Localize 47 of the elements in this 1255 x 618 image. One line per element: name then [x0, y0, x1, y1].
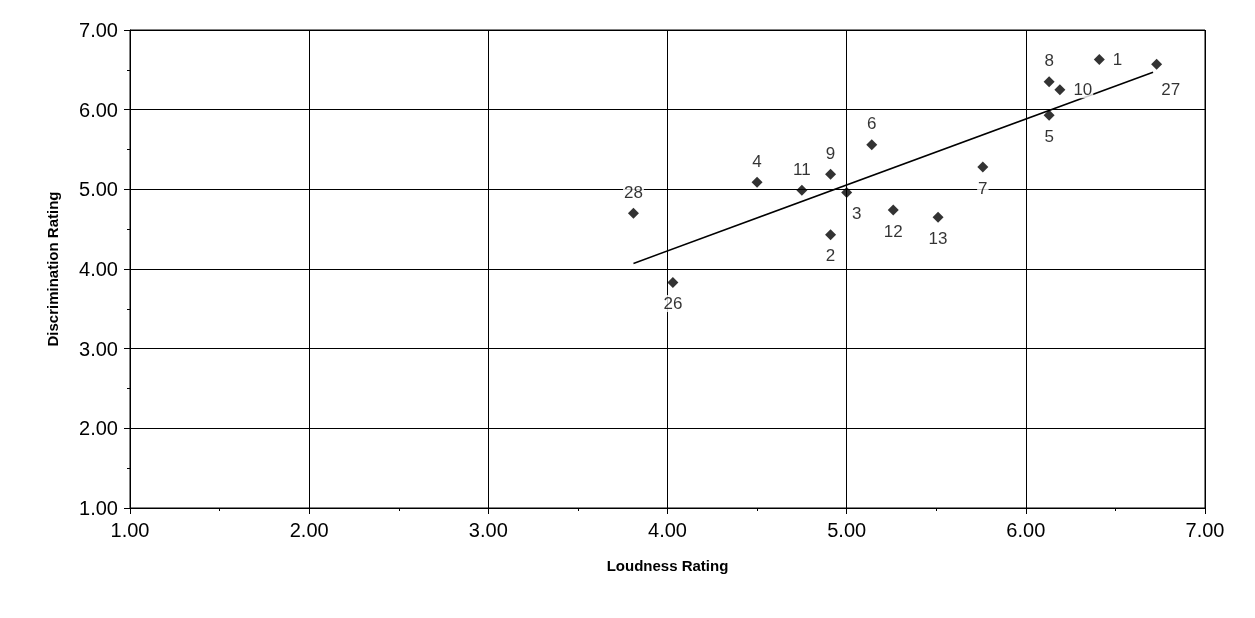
point [667, 277, 679, 289]
x-tick-label: 7.00 [1185, 519, 1225, 541]
y-axis-title: Discrimination Rating [44, 191, 61, 347]
point [977, 161, 989, 173]
x-tick-label: 3.00 [468, 519, 508, 541]
y-tick-label: 4.00 [79, 258, 118, 280]
point [1093, 53, 1105, 65]
point [627, 207, 639, 219]
x-tick-label: 5.00 [827, 519, 867, 541]
annotation: 12 [883, 221, 903, 241]
x-tick-label: 1.00 [110, 519, 150, 541]
annotation: 13 [928, 228, 948, 248]
annotation: 4 [752, 151, 762, 171]
point [866, 139, 878, 151]
annotation: 9 [825, 143, 836, 163]
y-tick-label: 7.00 [79, 19, 118, 41]
annotation: 1 [1112, 49, 1123, 69]
y-tick-label: 2.00 [79, 417, 118, 440]
y-tick-label: 1.00 [79, 497, 118, 519]
annotation: 10 [1073, 80, 1093, 100]
annotation: 28 [624, 182, 643, 202]
x-tick-label: 6.00 [1006, 519, 1046, 541]
annotation: 27 [1161, 79, 1181, 99]
annotation: 26 [663, 294, 683, 314]
point [1054, 84, 1066, 96]
annotation: 11 [793, 159, 811, 179]
point [751, 176, 763, 188]
annotation: 5 [1044, 126, 1054, 146]
x-tick-label: 2.00 [289, 519, 329, 541]
point [932, 211, 944, 223]
point [887, 204, 899, 216]
annotation: 2 [825, 246, 836, 266]
point [841, 187, 853, 199]
y-tick-label: 5.00 [79, 178, 118, 201]
point [796, 184, 808, 196]
annotation: 7 [978, 178, 988, 198]
point [825, 168, 837, 180]
y-tick-label: 3.00 [79, 337, 118, 360]
y-tick-label: 6.00 [79, 98, 118, 121]
x-tick-label: 4.00 [648, 519, 687, 541]
annotation: 6 [867, 114, 877, 134]
point [1043, 76, 1055, 88]
point [825, 229, 837, 241]
x-axis-title: Loudness Rating [606, 557, 729, 574]
point [1151, 58, 1163, 70]
annotation: 3 [851, 204, 862, 224]
annotation: 8 [1044, 51, 1054, 71]
